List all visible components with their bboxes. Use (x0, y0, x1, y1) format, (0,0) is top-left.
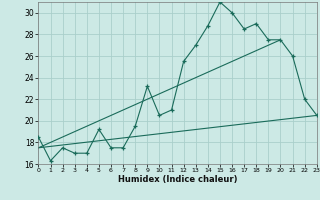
X-axis label: Humidex (Indice chaleur): Humidex (Indice chaleur) (118, 175, 237, 184)
